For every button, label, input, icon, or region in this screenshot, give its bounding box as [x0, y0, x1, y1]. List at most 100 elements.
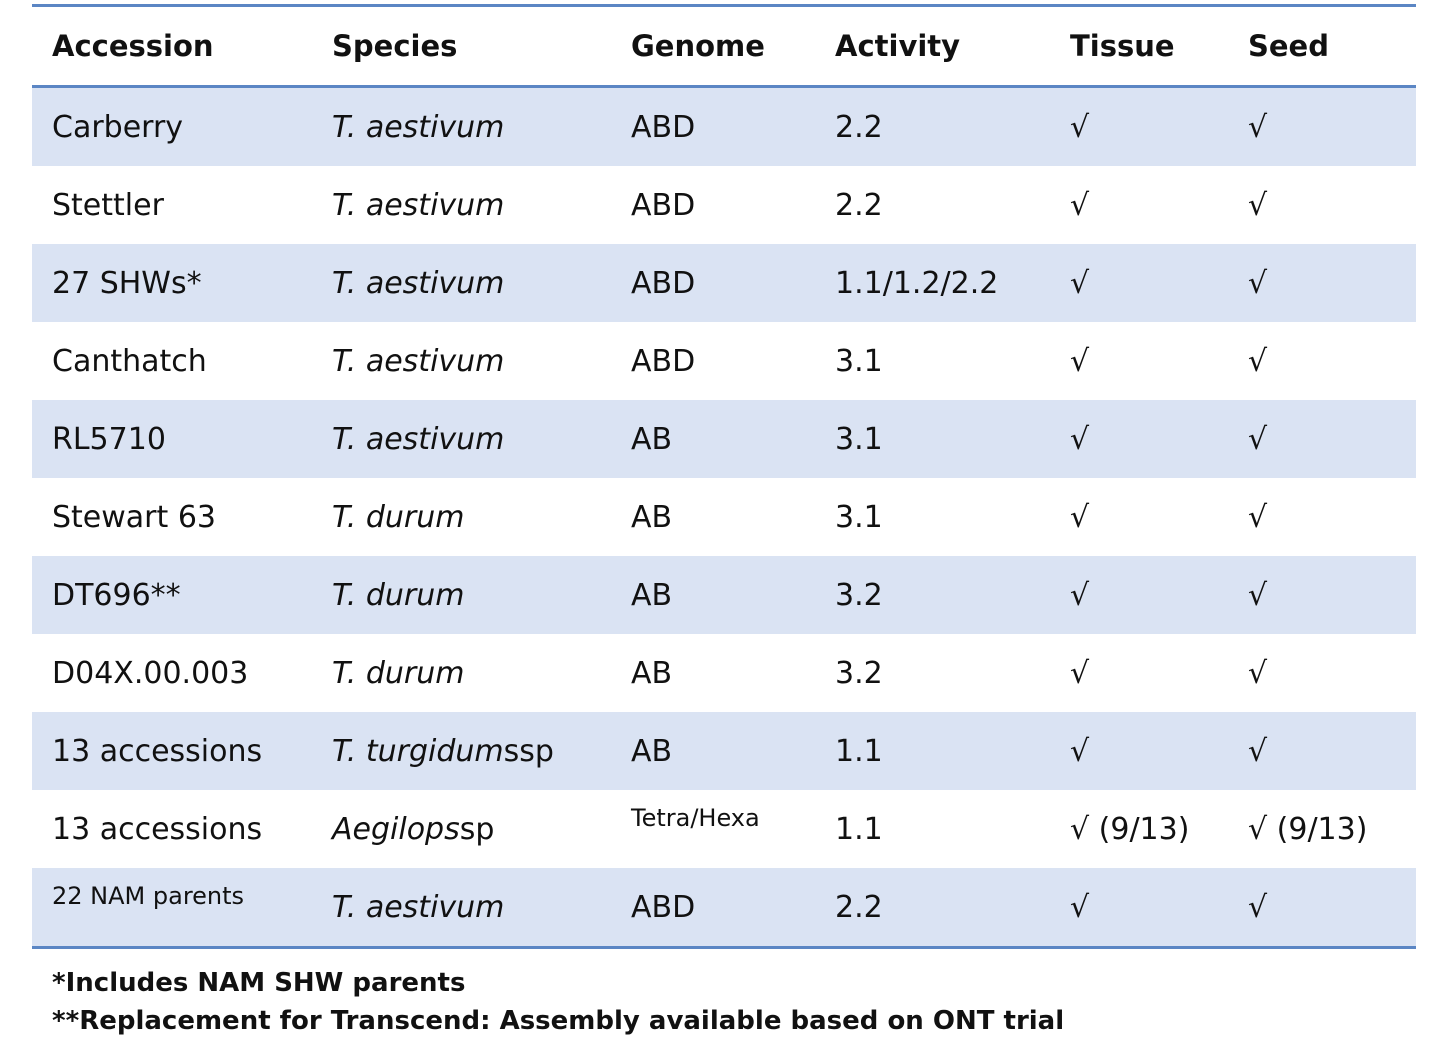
- species-name: T. durum: [332, 655, 465, 691]
- table-header-row: Accession Species Genome Activity Tissue…: [32, 7, 1416, 88]
- cell-tissue: √: [1070, 343, 1090, 379]
- cell-seed: √: [1248, 265, 1268, 301]
- cell-seed: √: [1248, 109, 1268, 145]
- cell-accession: Carberry: [52, 109, 184, 145]
- cell-activity: 1.1: [835, 811, 883, 847]
- cell-species: T. aestivum: [332, 400, 504, 478]
- cell-activity: 3.1: [835, 343, 883, 379]
- footnotes: *Includes NAM SHW parents **Replacement …: [52, 964, 1064, 1040]
- cell-tissue: √: [1070, 187, 1090, 223]
- header-genome: Genome: [631, 29, 765, 63]
- cell-activity: 3.1: [835, 499, 883, 535]
- cell-genome: ABD: [631, 343, 696, 379]
- cell-seed: √: [1248, 577, 1268, 613]
- cell-accession: RL5710: [52, 421, 166, 457]
- cell-tissue: √ (9/13): [1070, 811, 1190, 847]
- cell-accession: Canthatch: [52, 343, 207, 379]
- cell-activity: 2.2: [835, 889, 883, 925]
- cell-activity: 1.1: [835, 733, 883, 769]
- table-row: 13 accessions Aegilops sp Tetra/Hexa 1.1…: [32, 790, 1416, 868]
- cell-tissue: √: [1070, 265, 1090, 301]
- cell-accession: 22 NAM parents: [52, 882, 245, 910]
- table-row: Stewart 63 T. durum AB 3.1 √ √: [32, 478, 1416, 556]
- cell-seed: √: [1248, 499, 1268, 535]
- cell-genome: ABD: [631, 187, 696, 223]
- cell-activity: 1.1/1.2/2.2: [835, 265, 999, 301]
- cell-species: T. aestivum: [332, 868, 504, 946]
- cell-activity: 2.2: [835, 187, 883, 223]
- species-name: T. aestivum: [332, 109, 505, 145]
- species-name: Aegilops: [332, 811, 460, 847]
- cell-activity: 2.2: [835, 109, 883, 145]
- header-tissue: Tissue: [1070, 29, 1175, 63]
- cell-genome: AB: [631, 655, 673, 691]
- cell-species: T. aestivum: [332, 88, 504, 166]
- species-name: T. durum: [332, 499, 465, 535]
- cell-genome: Tetra/Hexa: [631, 804, 760, 832]
- cell-genome: AB: [631, 499, 673, 535]
- cell-activity: 3.2: [835, 577, 883, 613]
- cell-accession: Stettler: [52, 187, 164, 223]
- species-name: T. aestivum: [332, 889, 505, 925]
- table-top-rule: [32, 4, 1416, 7]
- header-species: Species: [332, 29, 458, 63]
- cell-seed: √: [1248, 187, 1268, 223]
- cell-species: T. aestivum: [332, 322, 504, 400]
- species-name: T. aestivum: [332, 265, 505, 301]
- cell-tissue: √: [1070, 421, 1090, 457]
- cell-genome: AB: [631, 421, 673, 457]
- cell-seed: √: [1248, 655, 1268, 691]
- species-name: T. turgidum: [332, 733, 504, 769]
- table-row: DT696** T. durum AB 3.2 √ √: [32, 556, 1416, 634]
- table-row: 13 accessions T. turgidum ssp AB 1.1 √ √: [32, 712, 1416, 790]
- cell-accession: 13 accessions: [52, 811, 263, 847]
- header-accession: Accession: [52, 29, 214, 63]
- cell-tissue: √: [1070, 499, 1090, 535]
- cell-tissue: √: [1070, 577, 1090, 613]
- table-row: 22 NAM parents T. aestivum ABD 2.2 √ √: [32, 868, 1416, 946]
- cell-species: T. aestivum: [332, 166, 504, 244]
- cell-genome: AB: [631, 577, 673, 613]
- cell-tissue: √: [1070, 655, 1090, 691]
- header-seed: Seed: [1248, 29, 1329, 63]
- cell-species: T. durum: [332, 556, 464, 634]
- table-row: D04X.00.003 T. durum AB 3.2 √ √: [32, 634, 1416, 712]
- cell-species: Aegilops sp: [332, 790, 494, 868]
- cell-genome: ABD: [631, 109, 696, 145]
- species-name: T. aestivum: [332, 421, 505, 457]
- cell-species: T. durum: [332, 478, 464, 556]
- species-name: T. durum: [332, 577, 465, 613]
- cell-seed: √: [1248, 889, 1268, 925]
- cell-activity: 3.1: [835, 421, 883, 457]
- table-row: Canthatch T. aestivum ABD 3.1 √ √: [32, 322, 1416, 400]
- table-row: Stettler T. aestivum ABD 2.2 √ √: [32, 166, 1416, 244]
- species-name: T. aestivum: [332, 187, 505, 223]
- cell-activity: 3.2: [835, 655, 883, 691]
- cell-accession: Stewart 63: [52, 499, 216, 535]
- cell-species: T. aestivum: [332, 244, 504, 322]
- cell-seed: √: [1248, 343, 1268, 379]
- cell-genome: ABD: [631, 889, 696, 925]
- cell-genome: ABD: [631, 265, 696, 301]
- cell-seed: √ (9/13): [1248, 811, 1368, 847]
- cell-accession: DT696**: [52, 577, 181, 613]
- species-suffix: ssp: [503, 733, 554, 769]
- species-name: T. aestivum: [332, 343, 505, 379]
- cell-accession: 13 accessions: [52, 733, 263, 769]
- table-row: 27 SHWs* T. aestivum ABD 1.1/1.2/2.2 √ √: [32, 244, 1416, 322]
- table-row: RL5710 T. aestivum AB 3.1 √ √: [32, 400, 1416, 478]
- cell-tissue: √: [1070, 109, 1090, 145]
- cell-species: T. turgidum ssp: [332, 712, 554, 790]
- cell-species: T. durum: [332, 634, 464, 712]
- cell-seed: √: [1248, 733, 1268, 769]
- accession-table: Accession Species Genome Activity Tissue…: [32, 4, 1416, 949]
- cell-accession: 27 SHWs*: [52, 265, 202, 301]
- footnote-replacement: **Replacement for Transcend: Assembly av…: [52, 1006, 1065, 1036]
- footnote-shw: *Includes NAM SHW parents: [52, 968, 466, 998]
- cell-seed: √: [1248, 421, 1268, 457]
- species-suffix: sp: [459, 811, 495, 847]
- cell-accession: D04X.00.003: [52, 655, 249, 691]
- cell-genome: AB: [631, 733, 673, 769]
- table-bottom-rule: [32, 946, 1416, 949]
- table-row: Carberry T. aestivum ABD 2.2 √ √: [32, 88, 1416, 166]
